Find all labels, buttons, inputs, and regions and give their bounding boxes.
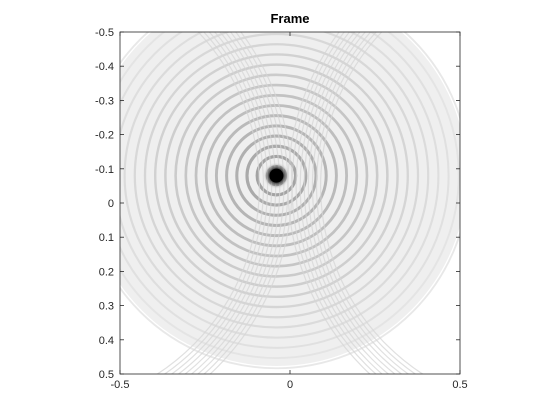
ring-14 xyxy=(123,32,430,329)
y-tick-label: 0.2 xyxy=(99,266,114,278)
reflection-arc-1-7 xyxy=(203,32,289,374)
y-tick-label: 0.5 xyxy=(99,369,114,381)
reflection-arc-1-8 xyxy=(209,32,293,374)
y-tick-label: 0.1 xyxy=(99,232,114,244)
reflection-arc-1-1 xyxy=(163,32,265,374)
y-axis: -0.5 -0.4 -0.3 -0.2 -0.1 0 0.1 0.2 0.3 0.4 0.5 xyxy=(95,27,460,381)
ring-8 xyxy=(184,83,369,268)
reflection-arc-0-0 xyxy=(320,32,424,374)
x-tick-label: 0 xyxy=(287,379,293,391)
y-tick-label: 0 xyxy=(108,198,114,210)
x-tick-label: -0.5 xyxy=(111,379,130,391)
ring-1 xyxy=(255,154,298,197)
y-tick-label: -0.2 xyxy=(95,130,114,142)
ring-3 xyxy=(235,134,318,217)
reflection-arc-0-5 xyxy=(299,32,390,374)
reflection-arc-0-1 xyxy=(315,32,417,374)
y-tick-label: 0.4 xyxy=(99,335,114,347)
x-axis: -0.5 0 0.5 xyxy=(111,32,468,391)
ring-17 xyxy=(120,32,460,359)
ring-18 xyxy=(120,32,460,370)
ring-11 xyxy=(153,53,399,299)
field-disc xyxy=(120,32,460,366)
reflection-arc-0-3 xyxy=(307,32,403,374)
y-tick-label: -0.5 xyxy=(95,27,114,39)
reflection-arc-1-0 xyxy=(156,32,260,374)
ring-5 xyxy=(214,114,338,238)
chart-title: Frame xyxy=(270,11,309,26)
ring-16 xyxy=(120,32,450,349)
x-tick-label: 0.5 xyxy=(452,379,467,391)
ring-7 xyxy=(194,93,359,258)
ring-9 xyxy=(174,73,379,278)
reflection-arc-0-2 xyxy=(311,32,410,374)
ring-13 xyxy=(133,32,420,319)
reflection-arc-0-6 xyxy=(295,32,383,374)
ring-15 xyxy=(120,32,440,339)
ring-12 xyxy=(143,43,409,309)
ring-10 xyxy=(164,63,389,288)
y-tick-label: 0.3 xyxy=(99,301,114,313)
source-core xyxy=(269,168,284,183)
y-tick-label: -0.3 xyxy=(95,95,114,107)
y-tick-label: -0.4 xyxy=(95,61,114,73)
reflection-arc-0-4 xyxy=(303,32,396,374)
y-tick-label: -0.1 xyxy=(95,164,114,176)
